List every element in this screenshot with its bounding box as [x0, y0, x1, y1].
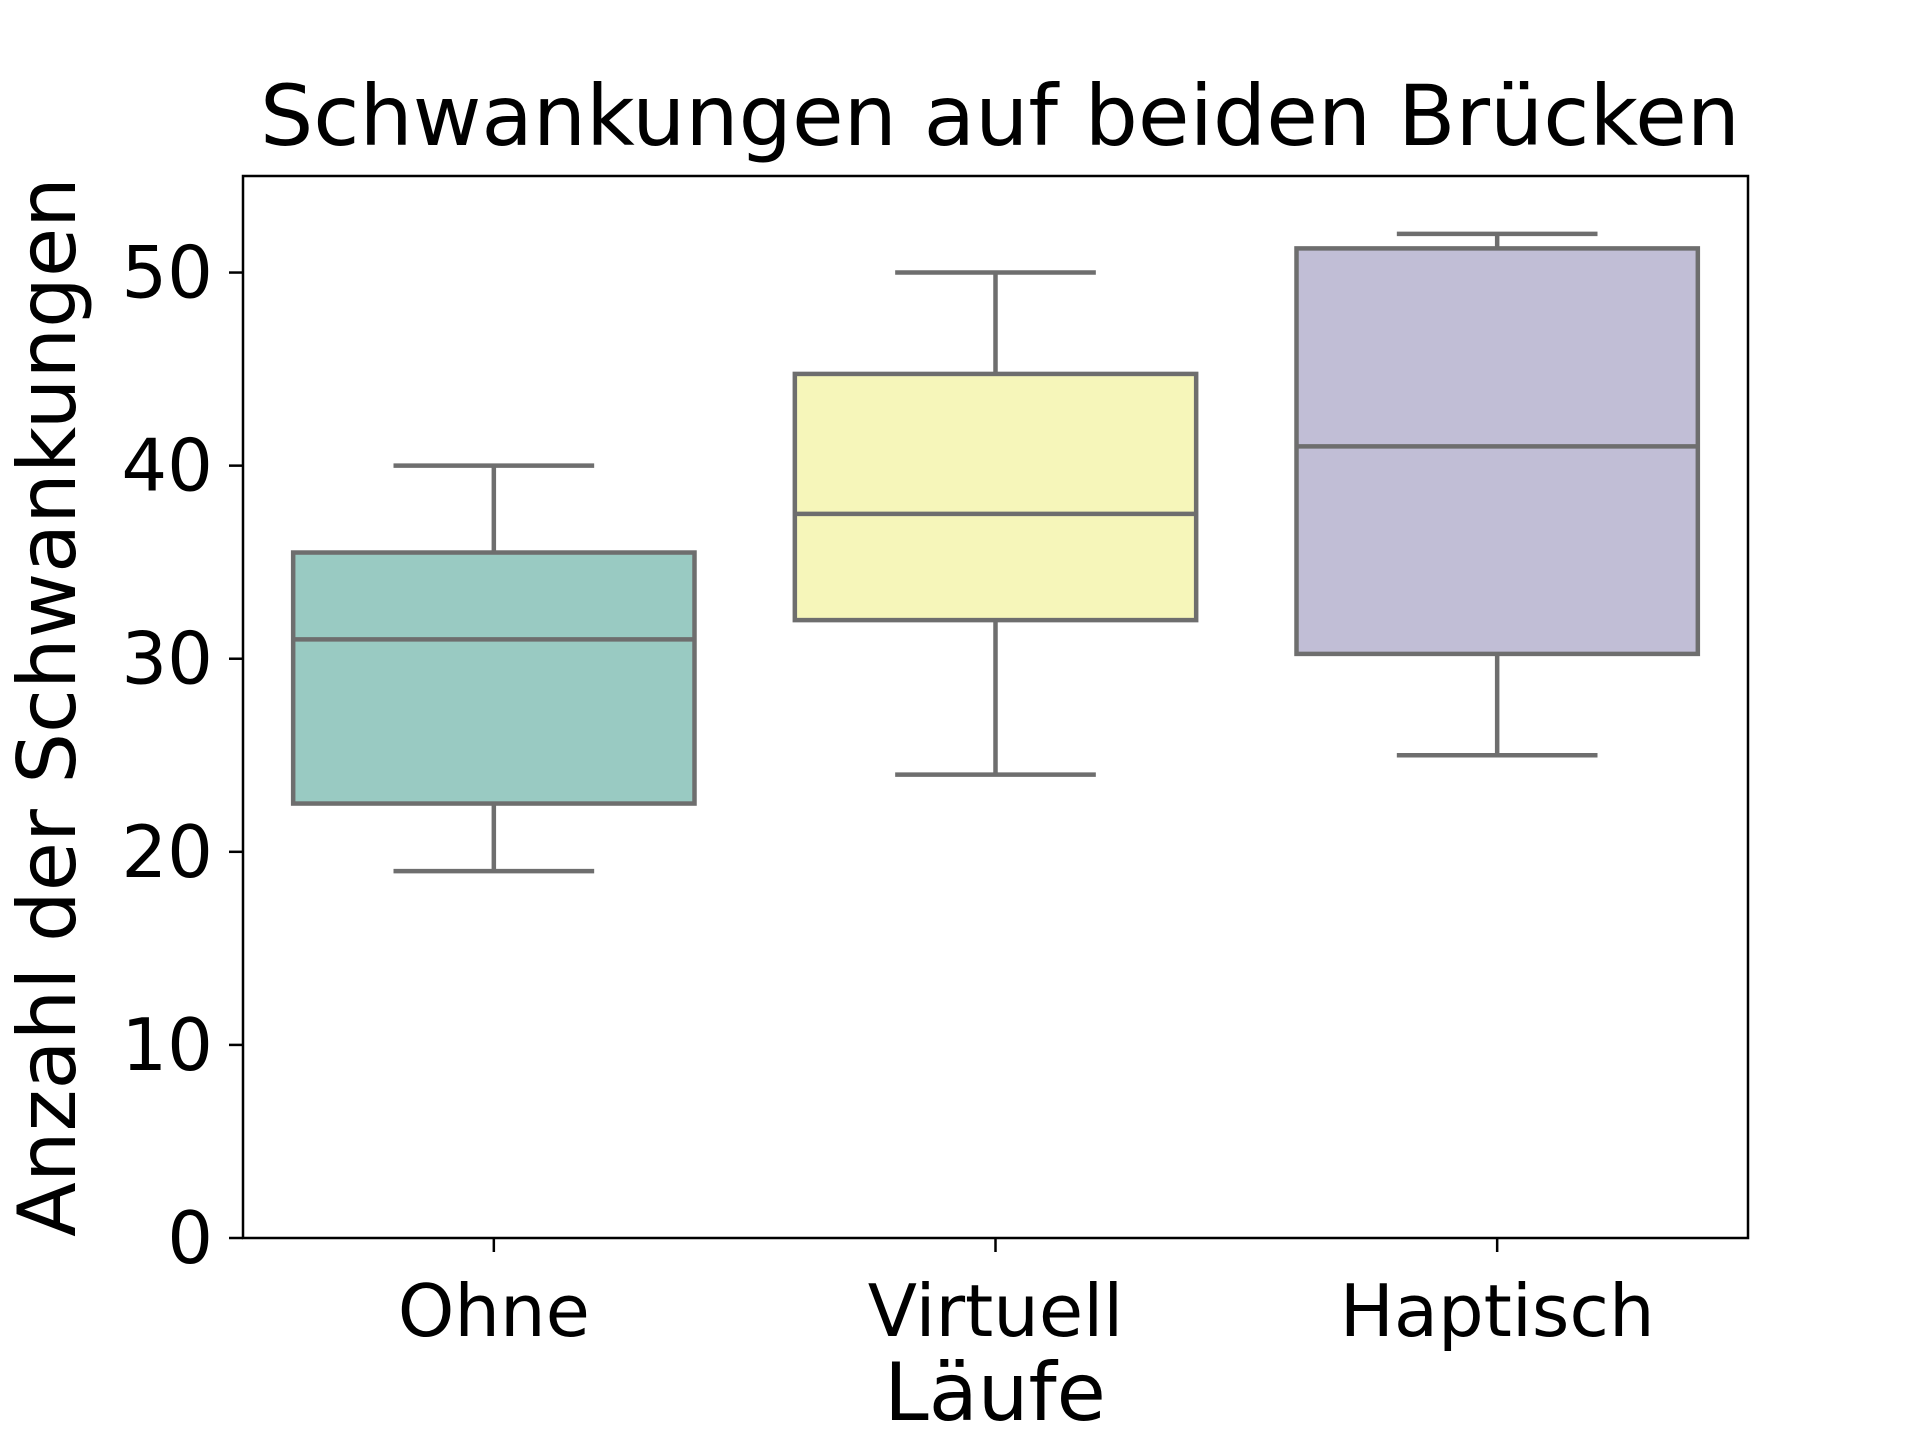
iqr-box	[792, 371, 1199, 623]
x-tick-label: Virtuell	[868, 1269, 1123, 1353]
x-axis-label: Läufe	[884, 1346, 1106, 1439]
plot-area	[290, 231, 1701, 874]
box-ohne	[290, 463, 697, 874]
y-tick-label: 40	[121, 424, 213, 508]
chart-title: Schwankungen auf beiden Brücken	[260, 67, 1740, 165]
box-virtuell	[792, 270, 1199, 777]
y-axis-label: Anzahl der Schwankungen	[1, 177, 94, 1237]
y-tick-label: 10	[121, 1003, 213, 1087]
y-tick-label: 20	[121, 810, 213, 894]
box-haptisch	[1294, 231, 1701, 758]
x-tick-label: Haptisch	[1340, 1269, 1655, 1353]
iqr-box	[1294, 246, 1701, 657]
x-tick-label: Ohne	[398, 1269, 590, 1353]
iqr-box	[290, 550, 697, 806]
y-tick-label: 0	[167, 1196, 213, 1280]
y-tick-label: 30	[121, 617, 213, 701]
y-tick-label: 50	[121, 231, 213, 315]
